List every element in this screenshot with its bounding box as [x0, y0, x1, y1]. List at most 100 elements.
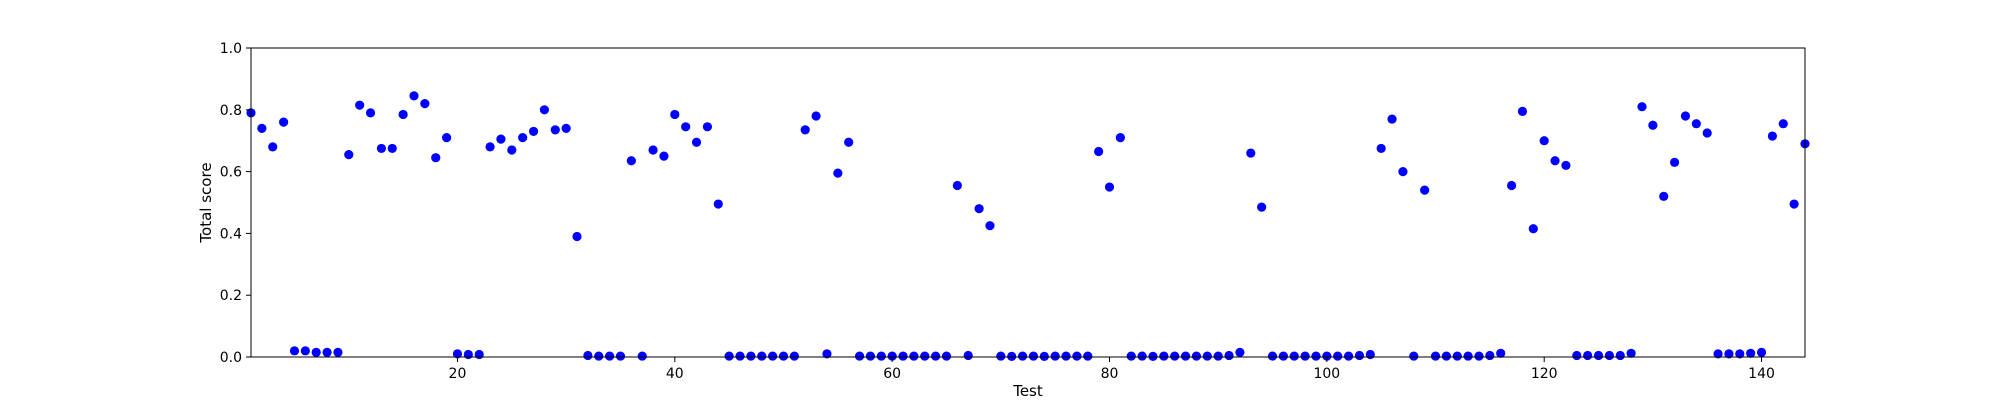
data-point	[1246, 148, 1256, 158]
data-point	[1420, 185, 1430, 195]
data-point	[920, 351, 930, 361]
data-point	[1637, 102, 1647, 112]
data-point	[1539, 136, 1549, 146]
data-point	[1180, 351, 1191, 361]
data-point	[1767, 131, 1777, 141]
data-point	[1235, 347, 1245, 357]
data-point	[735, 351, 745, 361]
data-point	[898, 351, 908, 361]
data-point	[659, 151, 669, 161]
x-axis-label: Test	[1012, 382, 1043, 400]
data-point	[1409, 351, 1419, 361]
data-point	[1474, 351, 1484, 361]
data-point	[257, 123, 267, 133]
data-point	[1789, 199, 1799, 209]
data-point	[811, 111, 821, 121]
data-point	[1550, 156, 1560, 166]
data-point	[1343, 351, 1354, 361]
data-point	[865, 351, 876, 361]
data-point	[1691, 119, 1701, 129]
y-axis-label: Total score	[197, 162, 215, 243]
data-point	[1485, 350, 1495, 361]
data-point	[1452, 351, 1462, 361]
data-point	[952, 180, 962, 191]
data-point	[1159, 351, 1169, 361]
data-point	[1604, 350, 1614, 361]
data-point	[572, 231, 582, 242]
data-point	[1517, 106, 1528, 116]
data-point	[605, 351, 615, 361]
data-point	[1148, 351, 1158, 361]
x-tick-label: 40	[666, 366, 684, 382]
data-point	[518, 133, 528, 143]
data-point	[691, 137, 702, 147]
data-point	[681, 122, 691, 132]
data-point	[431, 153, 441, 163]
data-point	[583, 350, 593, 361]
data-point	[1746, 348, 1756, 358]
data-point	[1267, 351, 1278, 361]
y-tick-label: 0.6	[220, 165, 242, 181]
data-point	[420, 99, 430, 109]
data-point	[844, 137, 854, 147]
data-point	[485, 142, 495, 152]
data-point	[1017, 351, 1028, 361]
data-point	[768, 351, 778, 361]
data-point	[1387, 114, 1397, 124]
data-point	[1333, 351, 1343, 361]
data-point	[648, 145, 658, 155]
data-point	[1257, 202, 1267, 212]
data-point	[887, 351, 897, 361]
data-point	[376, 143, 387, 154]
data-point	[713, 199, 723, 209]
data-point	[909, 351, 919, 361]
data-point	[757, 351, 767, 361]
data-point	[268, 142, 278, 152]
data-point	[963, 350, 973, 361]
x-axis-ticks: 20 40 60 80 100 120 140	[449, 357, 1775, 382]
data-point	[778, 351, 789, 361]
data-point	[996, 351, 1006, 361]
data-points	[246, 91, 1810, 361]
data-point	[724, 351, 734, 361]
data-point	[941, 351, 952, 361]
x-tick-label: 80	[1101, 366, 1119, 382]
data-point	[398, 109, 408, 120]
data-point	[539, 105, 550, 115]
data-point	[1202, 351, 1212, 361]
data-point	[702, 122, 713, 132]
data-point	[409, 91, 419, 101]
data-point	[822, 349, 832, 359]
y-axis-ticks: 0.0 0.2 0.4 0.6 0.8 1.0	[220, 41, 251, 366]
data-point	[528, 126, 539, 137]
data-point	[1583, 350, 1593, 361]
data-point	[333, 347, 343, 357]
data-point	[594, 351, 604, 361]
data-point	[1528, 224, 1538, 234]
data-point	[496, 134, 506, 144]
data-point	[1506, 180, 1517, 191]
data-point	[1365, 349, 1375, 360]
x-tick-label: 140	[1748, 366, 1775, 382]
data-point	[1713, 349, 1723, 359]
data-point	[1061, 351, 1071, 361]
data-point	[1376, 143, 1386, 154]
data-point	[1007, 351, 1017, 361]
data-point	[1072, 351, 1082, 361]
x-tick-label: 100	[1313, 366, 1340, 382]
data-point	[1756, 347, 1767, 357]
plot-frame	[250, 47, 1806, 358]
data-point	[746, 351, 756, 361]
data-point	[1170, 351, 1180, 361]
data-point	[1104, 182, 1115, 192]
data-point	[1083, 351, 1093, 361]
data-point	[474, 349, 484, 360]
y-tick-label: 0.2	[220, 288, 242, 304]
data-point	[300, 346, 310, 356]
data-point	[1137, 351, 1147, 361]
y-tick-label: 0.4	[220, 226, 242, 242]
data-point	[1126, 351, 1136, 361]
data-point	[365, 108, 376, 118]
data-point	[1398, 167, 1408, 177]
